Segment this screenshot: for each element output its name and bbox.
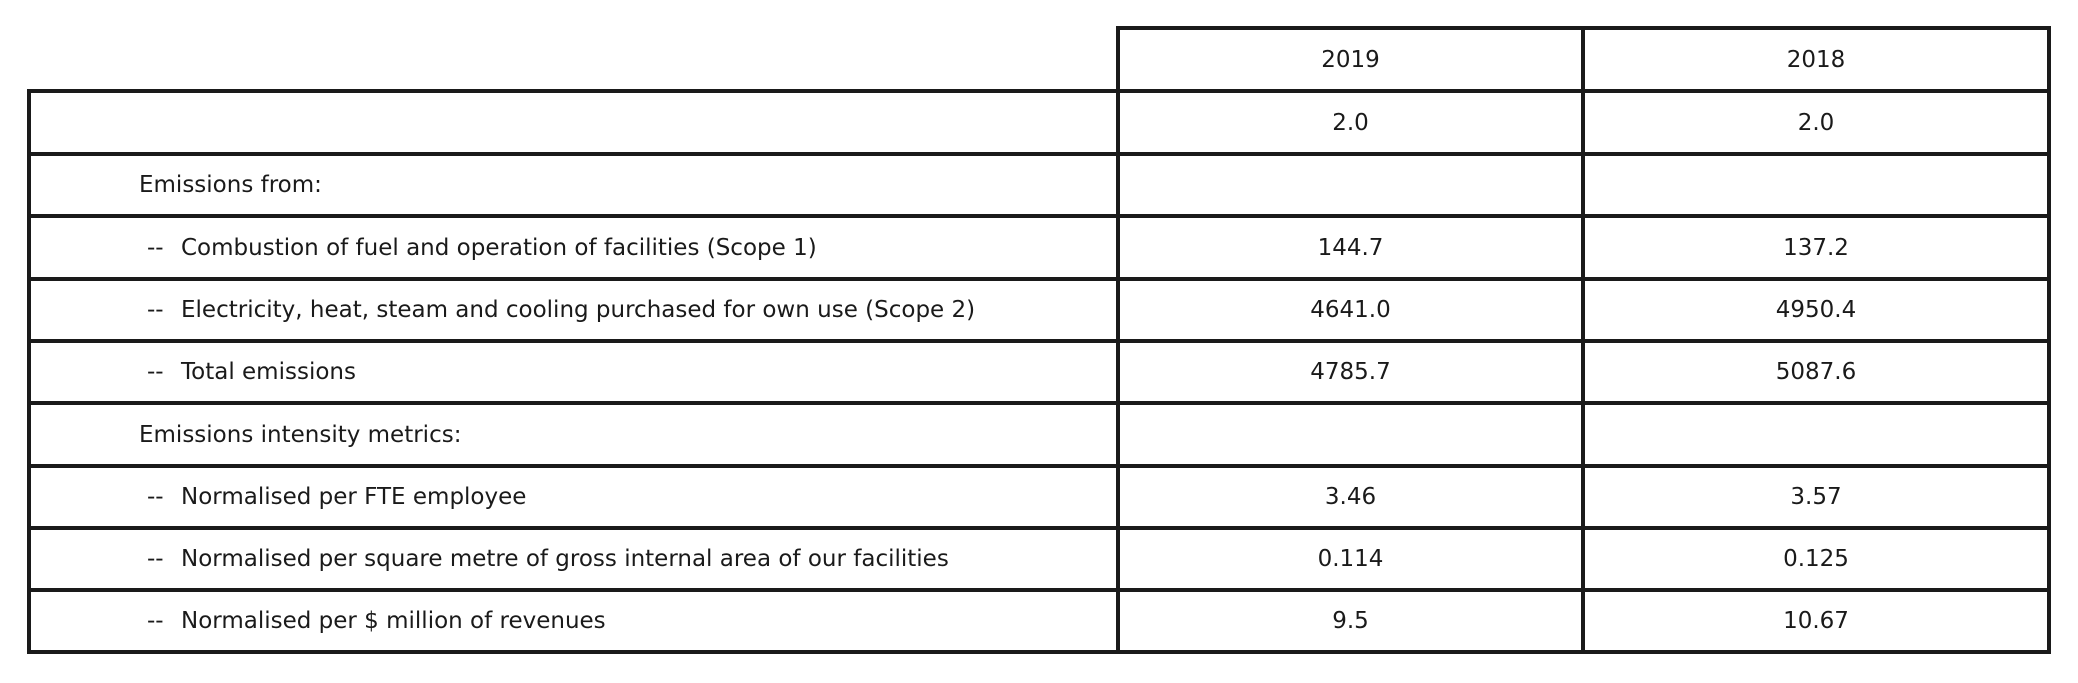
row-dash: -- — [147, 234, 164, 261]
header-2019: 2019 — [1321, 46, 1380, 73]
row-label-text: Total emissions — [181, 359, 356, 385]
header-2018: 2018 — [1786, 46, 1846, 73]
row-label-text: Combustion of fuel and operation of faci… — [181, 234, 817, 261]
row-dash: -- — [147, 297, 164, 323]
row-label: Emissions intensity metrics: — [29, 403, 1118, 466]
row-dash: -- — [147, 484, 164, 510]
value-2018: 0.125 — [1783, 546, 1849, 572]
value-2018: 137.2 — [1783, 234, 1849, 261]
value-2018 — [1583, 154, 2049, 216]
value-2019 — [1118, 403, 1583, 466]
row-label — [29, 91, 1118, 154]
value-2018: 5087.6 — [1775, 359, 1857, 385]
row-label: -- Electricity, heat, steam and cooling p… — [29, 279, 1118, 341]
value-2019: 144.7 — [1317, 234, 1384, 261]
row-label: -- Combustion of fuel and operation of fa… — [29, 216, 1118, 279]
value-2018: 2.0 — [1797, 109, 1835, 136]
row-label: -- Normalised per $ million of revenues — [29, 590, 1118, 652]
value-2018 — [1583, 403, 2049, 466]
row-label-text: Electricity, heat, steam and cooling pur… — [181, 297, 976, 323]
row-dash: -- — [147, 608, 164, 634]
value-2019: 9.5 — [1332, 608, 1369, 634]
row-label-text: Emissions from: — [139, 172, 322, 198]
value-2019: 0.114 — [1317, 546, 1384, 572]
value-2019: 2.0 — [1332, 109, 1369, 136]
value-2018: 4950.4 — [1775, 297, 1857, 323]
row-label-text: Normalised per $ million of revenues — [181, 608, 606, 634]
value-2019: 4641.0 — [1310, 297, 1391, 323]
value-2019: 3.46 — [1324, 484, 1377, 510]
row-label: -- Total emissions — [29, 341, 1118, 403]
row-label: -- Normalised per FTE employee — [29, 466, 1118, 528]
value-2018: 10.67 — [1783, 608, 1849, 634]
row-label-text: Normalised per square metre of gross int… — [181, 546, 949, 572]
value-2019: 4785.7 — [1310, 359, 1391, 385]
value-2019 — [1118, 154, 1583, 216]
row-label-text: Emissions intensity metrics: — [139, 421, 462, 448]
row-label-text: Normalised per FTE employee — [181, 484, 527, 510]
row-dash: -- — [147, 359, 164, 385]
row-label: Emissions from: — [29, 154, 1118, 216]
value-2018: 3.57 — [1790, 484, 1842, 510]
row-dash: -- — [147, 546, 164, 572]
row-label: -- Normalised per square metre of gross i… — [29, 528, 1118, 590]
